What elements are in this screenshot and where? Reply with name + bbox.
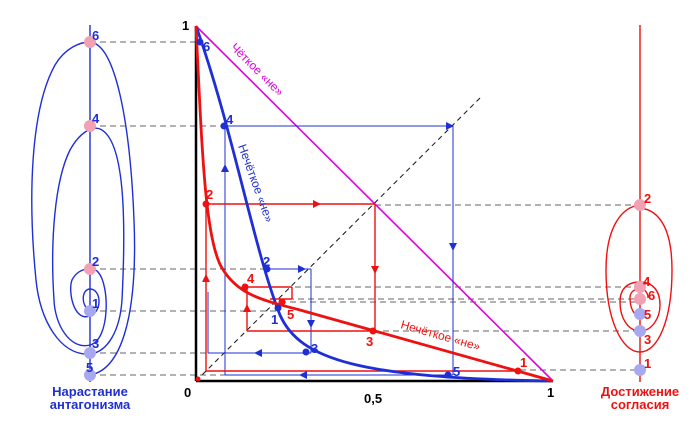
right-label-1: 1 [644, 356, 651, 371]
crisp-not-label: Чёткое «не» [228, 40, 287, 99]
right-label-3: 3 [644, 332, 651, 347]
left-label-3: 3 [92, 336, 99, 351]
left-point-4 [84, 120, 96, 132]
left-point-6 [84, 36, 96, 48]
left-point-1 [84, 305, 96, 317]
red-label-5: 5 [287, 307, 294, 322]
blue-label-5: 5 [453, 364, 460, 379]
right-label-6: 6 [648, 288, 655, 303]
red-point-5 [278, 298, 286, 306]
projection-lines [90, 41, 640, 376]
red-point-4 [241, 283, 249, 291]
right-label-2: 2 [644, 191, 651, 206]
right-spiral: 2 4 6 5 3 1 [605, 25, 673, 382]
origin-label: 0 [184, 385, 191, 400]
left-label-4: 4 [92, 111, 100, 126]
red-point-2 [202, 200, 210, 208]
left-caption-line1: Нарастание [52, 384, 128, 399]
right-caption-line1: Достижение [600, 384, 680, 399]
left-point-3 [84, 347, 96, 359]
blue-label-6: 6 [203, 39, 210, 54]
red-label-3: 3 [366, 334, 373, 349]
left-point-5 [84, 369, 96, 381]
red-point-labels: 2 4 5 3 1 [206, 187, 527, 370]
origin-point [195, 376, 201, 382]
left-label-1: 1 [92, 296, 99, 311]
blue-label-2: 2 [263, 254, 270, 269]
right-point-4 [634, 281, 646, 293]
right-label-5: 5 [644, 307, 651, 322]
x-end-label: 1 [547, 385, 554, 400]
left-point-2 [84, 263, 96, 275]
blue-curve-points [196, 38, 452, 379]
left-caption-line2: антагонизма [49, 397, 131, 412]
blue-point-2 [263, 265, 271, 273]
blue-point-5 [444, 371, 452, 379]
axis-labels: 1 0 0,5 1 [182, 18, 554, 406]
blue-point-4 [220, 122, 228, 130]
y-end-label: 1 [182, 18, 189, 33]
blue-label-1: 1 [271, 312, 278, 327]
right-point-1 [634, 364, 646, 376]
red-curve-points [202, 200, 522, 375]
left-label-5: 5 [86, 360, 93, 375]
left-caption: Нарастание антагонизма [30, 385, 150, 411]
left-spiral: 6 4 2 1 3 5 [31, 25, 136, 382]
blue-label-4: 4 [226, 112, 234, 127]
red-iteration-path [202, 200, 518, 372]
right-point-6 [634, 293, 646, 305]
right-caption-line2: согласия [610, 397, 670, 412]
right-point-3 [634, 325, 646, 337]
blue-point-6 [196, 38, 204, 46]
red-label-1: 1 [520, 355, 527, 370]
left-label-2: 2 [92, 254, 99, 269]
right-point-2 [634, 199, 646, 211]
red-label-2: 2 [206, 187, 213, 202]
fuzzy-not-red-curve [194, 25, 554, 383]
mid-label: 0,5 [364, 391, 382, 406]
axes [194, 26, 553, 383]
red-point-3 [369, 327, 377, 335]
blue-point-1 [274, 304, 282, 312]
blue-label-3: 3 [311, 341, 318, 356]
red-point-1 [514, 367, 522, 375]
left-label-6: 6 [92, 28, 99, 43]
right-caption: Достижение согласия [580, 385, 700, 411]
blue-iteration-path [207, 122, 457, 379]
blue-point-3 [302, 348, 310, 356]
red-label-4: 4 [247, 271, 255, 286]
right-point-5 [634, 308, 646, 320]
right-label-4: 4 [643, 274, 651, 289]
diagonal-line [195, 97, 481, 382]
blue-point-labels: 6 4 2 1 3 5 [203, 39, 460, 379]
